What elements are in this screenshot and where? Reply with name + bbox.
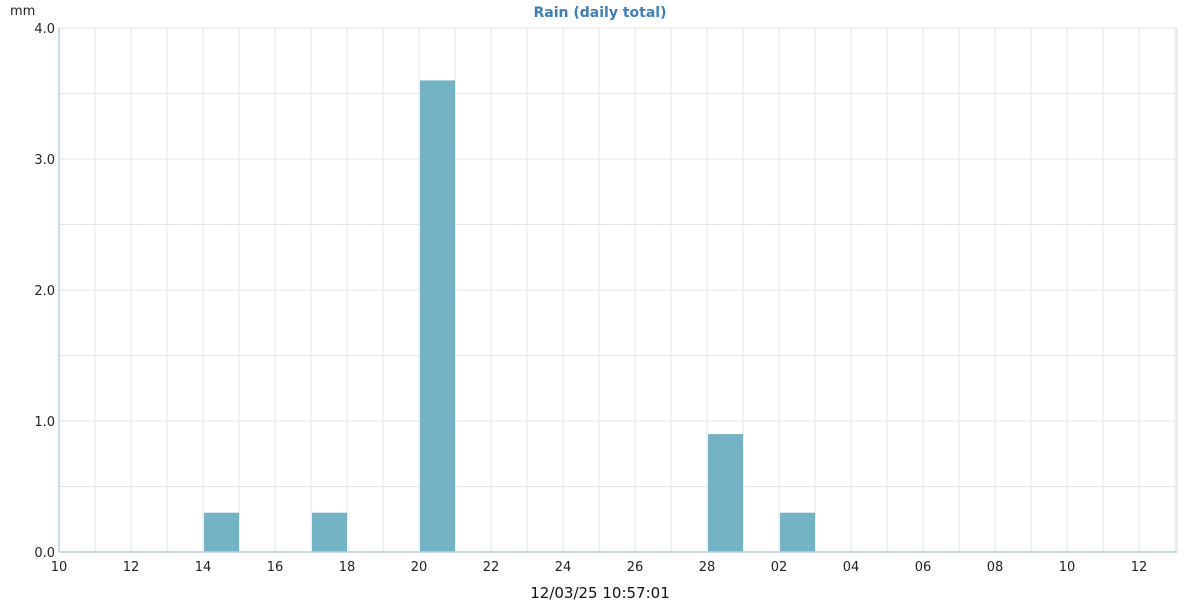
x-tick-label: 28	[699, 560, 716, 575]
x-tick-label: 14	[195, 560, 212, 575]
rain-bar-19	[420, 80, 455, 553]
rain-bar-01	[780, 512, 815, 552]
chart-title: Rain (daily total)	[534, 5, 667, 21]
rain-bar-27	[708, 434, 743, 552]
axes	[58, 28, 1177, 553]
x-tick-label: 10	[51, 560, 68, 575]
y-tick-label: 1.0	[34, 415, 55, 430]
x-tick-label: 12	[123, 560, 140, 575]
grid	[58, 27, 1178, 553]
bars	[204, 80, 815, 553]
timestamp-label: 12/03/25 10:57:01	[530, 584, 670, 600]
y-tick-label: 4.0	[34, 22, 55, 37]
x-tick-label: 20	[411, 560, 428, 575]
rain-bar-16	[312, 512, 347, 552]
y-tick-label: 3.0	[34, 153, 55, 168]
x-tick-label: 16	[267, 560, 284, 575]
y-tick-labels: 0.0 1.0 2.0 3.0 4.0	[34, 22, 55, 561]
x-tick-label: 22	[483, 560, 500, 575]
x-tick-label: 04	[843, 560, 860, 575]
x-tick-labels: 10 12 14 16 18 20 22 24 26 28 02 04 06 08 10 12	[51, 560, 1148, 575]
y-tick-label: 0.0	[34, 546, 55, 561]
rain-bar-13	[204, 512, 239, 552]
x-tick-label: 02	[771, 560, 788, 575]
x-tick-label: 12	[1131, 560, 1148, 575]
x-tick-label: 08	[987, 560, 1004, 575]
x-tick-label: 06	[915, 560, 932, 575]
y-axis-unit: mm	[10, 4, 35, 19]
x-tick-label: 26	[627, 560, 644, 575]
y-tick-label: 2.0	[34, 284, 55, 299]
x-tick-label: 10	[1059, 560, 1076, 575]
x-tick-label: 24	[555, 560, 572, 575]
x-tick-label: 18	[339, 560, 356, 575]
